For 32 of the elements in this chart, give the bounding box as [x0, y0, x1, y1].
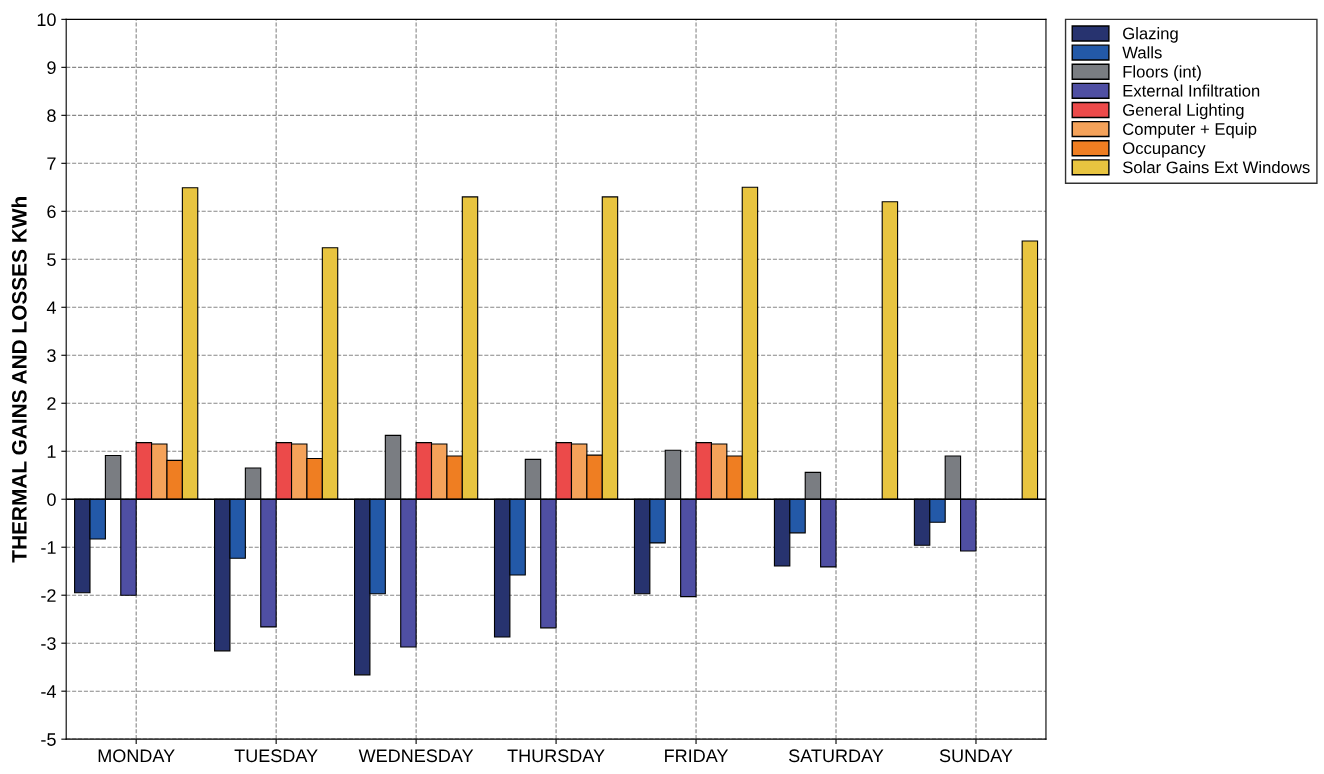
y-tick-label: -1: [41, 541, 56, 554]
legend-label: Computer + Equip: [1123, 122, 1257, 139]
y-axis-title: THERMAL GAINS AND LOSSES KWh: [11, 197, 27, 563]
x-tick-label: WEDNESDAY: [358, 749, 474, 763]
x-tick-label: FRIDAY: [665, 749, 729, 762]
legend-label: General Lighting: [1123, 103, 1244, 120]
legend-label: Glazing: [1123, 27, 1178, 43]
y-tick-label: 8: [47, 109, 56, 123]
x-tick-label: MONDAY: [98, 749, 175, 763]
y-tick-label: 4: [46, 301, 56, 314]
y-tick-label: 3: [47, 349, 56, 362]
y-tick-label: 0: [47, 493, 56, 506]
y-tick-label: 5: [47, 253, 56, 267]
legend-label: Walls: [1122, 46, 1162, 59]
x-tick-label: SUNDAY: [939, 749, 1013, 763]
y-tick-label: -5: [41, 733, 56, 746]
legend-label: Solar Gains Ext Windows: [1122, 160, 1310, 174]
x-tick-label: TUESDAY: [234, 749, 318, 763]
y-tick-label: 10: [37, 13, 56, 27]
legend-label: Occupancy: [1123, 142, 1206, 158]
y-tick-label: 9: [47, 61, 56, 75]
x-tick-label: THURSDAY: [507, 749, 605, 763]
legend-label: External Infiltration: [1123, 84, 1260, 97]
y-tick-label: 7: [47, 157, 56, 170]
y-tick-label: -3: [41, 637, 56, 650]
y-tick-label: -2: [41, 589, 56, 602]
legend-label: Floors (int): [1123, 65, 1201, 81]
y-tick-label: -4: [41, 685, 56, 698]
y-tick-label: 6: [47, 205, 56, 219]
y-tick-label: 2: [47, 397, 56, 410]
y-tick-label: 1: [47, 445, 56, 458]
x-tick-label: SATURDAY: [789, 749, 884, 763]
